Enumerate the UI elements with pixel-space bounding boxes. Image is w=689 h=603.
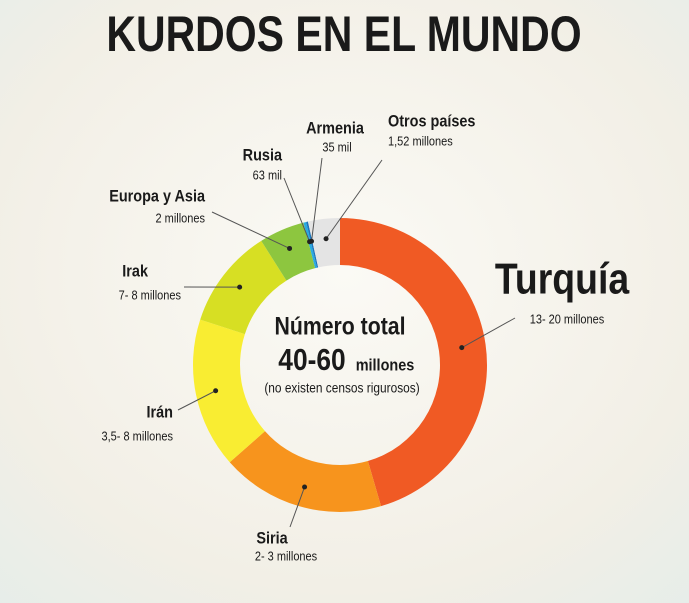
category-detail: 63 mil <box>253 169 282 183</box>
labels: Turquía 13- 20 millones Siria 2- 3 millones… <box>102 112 630 563</box>
leader-line <box>461 317 516 349</box>
donut-segment <box>261 222 316 281</box>
category-detail: 13- 20 millones <box>530 313 605 327</box>
leader-line <box>283 177 311 242</box>
donut-segment <box>306 221 319 268</box>
category-label: Europa y Asia <box>109 187 205 205</box>
leader-dot <box>459 345 465 351</box>
leader-dot <box>287 245 293 251</box>
category-label: Armenia <box>306 119 364 137</box>
leader-dot <box>237 284 243 290</box>
category-detail: 7- 8 millones <box>119 289 181 303</box>
category-detail: 35 mil <box>322 141 351 155</box>
category-label: Rusia <box>243 146 283 164</box>
leader-line <box>177 390 216 411</box>
leader-line <box>325 159 383 240</box>
category-label: Turquía <box>495 254 630 304</box>
leader-dot <box>302 484 308 490</box>
center-heading: Número total <box>275 312 406 340</box>
chart-title: KURDOS EN EL MUNDO <box>106 6 581 62</box>
category-label: Siria <box>256 529 288 547</box>
leader-line <box>211 211 290 249</box>
donut-segment <box>229 431 382 512</box>
category-detail: 3,5- 8 millones <box>102 430 174 444</box>
center-unit: millones <box>356 356 415 374</box>
leader-dot <box>213 388 219 394</box>
category-detail: 2- 3 millones <box>255 550 317 564</box>
category-detail: 2 millones <box>156 212 206 226</box>
category-detail: 1,52 millones <box>388 135 453 149</box>
donut <box>193 218 487 512</box>
donut-segment <box>200 240 287 335</box>
leader-dot <box>309 238 315 244</box>
leader-dot <box>323 236 329 242</box>
donut-segment <box>340 218 487 507</box>
leader-line <box>289 486 306 528</box>
donut-segment <box>193 319 265 463</box>
category-label: Irán <box>147 403 173 421</box>
center-total: 40-60 <box>278 343 345 377</box>
center-note: (no existen censos rigurosos) <box>264 380 419 396</box>
category-label: Otros países <box>388 112 476 130</box>
leader-line <box>311 157 323 242</box>
category-label: Irak <box>122 262 148 280</box>
